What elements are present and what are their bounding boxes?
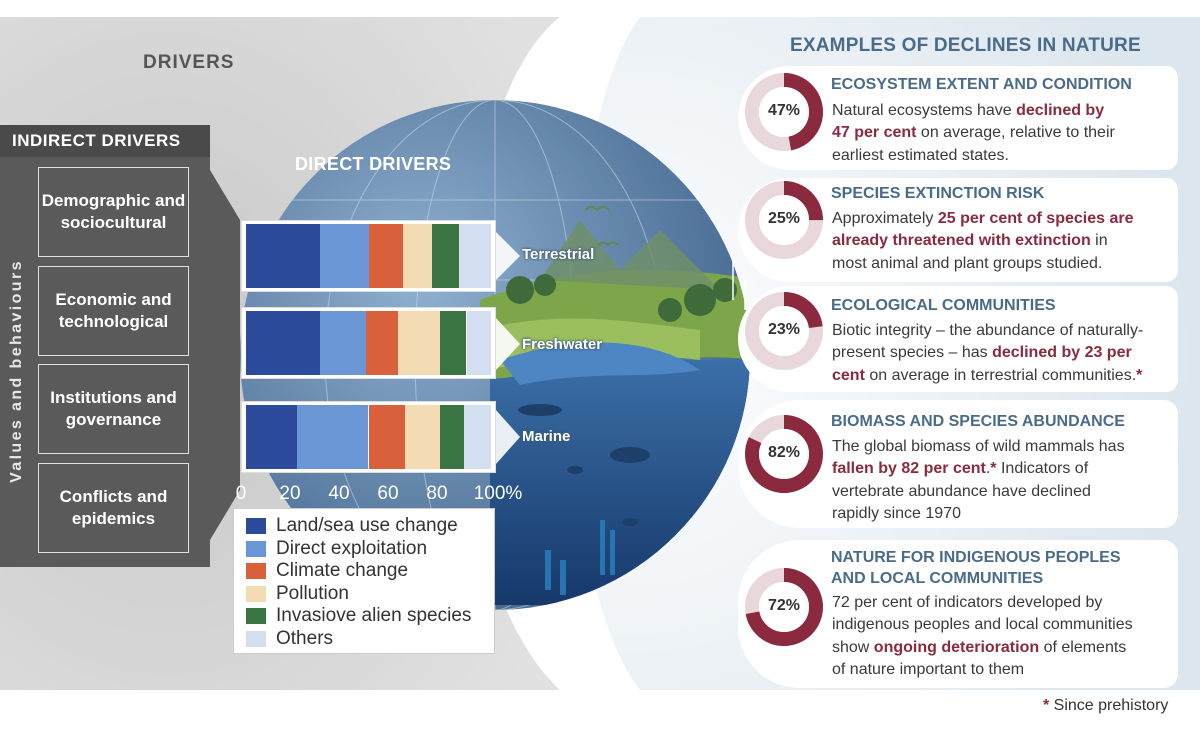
examples-title: EXAMPLES OF DECLINES IN NATURE [790,35,1141,56]
legend-swatch [246,540,266,557]
donut-value-arc [745,181,823,259]
legend-label: Climate change [276,560,409,582]
realm-label-freshwater: Freshwater [522,336,603,353]
x-tick-label: 40 [328,483,350,504]
donut-chart [745,415,823,493]
x-tick-label: 60 [377,483,399,504]
donut-percent-label: 25% [767,210,801,227]
donut-value-arc [745,568,823,646]
drivers-title: DRIVERS [143,52,235,73]
footnote: * Since prehistory [1043,697,1168,715]
bar-segment-freshwater-5 [466,311,491,375]
legend-swatch [246,518,266,534]
donut-percent-label: 23% [767,321,801,338]
indirect-drivers-header: INDIRECT DRIVERS [0,125,210,157]
legend-label: Others [276,628,334,649]
example-title: ECOLOGICAL COMMUNITIES [831,297,1056,314]
bar-segment-terrestrial-0 [246,224,320,288]
legend-label: Invasiove alien species [276,605,472,627]
bar-segment-terrestrial-2 [368,224,403,288]
donut-percent-label: 47% [767,102,801,119]
chart-legend: Land/sea use change Direct exploitation Cl… [233,508,495,654]
example-text: 72 per cent of indicators developed by in… [832,594,1133,679]
donut-percent-label: 82% [767,444,801,461]
donut-value-arc [745,292,823,370]
bar-segment-terrestrial-4 [432,224,460,288]
indirect-drivers-panel [0,157,210,567]
x-tick-label: 0 [235,483,247,504]
direct-drivers-title: DIRECT DRIVERS [295,154,452,174]
legend-item: Pollution [246,583,349,605]
indirect-driver-economic: Economic and technological [38,266,189,356]
bar-segment-freshwater-2 [366,311,398,375]
legend-label: Direct exploitation [276,537,428,559]
values-behaviours-label: Values and behaviours [8,259,25,483]
example-title: SPECIES EXTINCTION RISK [831,185,1045,202]
bar-segment-marine-5 [464,405,491,469]
x-tick-label: 80 [426,483,448,504]
bar-segment-freshwater-4 [439,311,467,375]
bar-segment-terrestrial-1 [319,224,369,288]
x-tick-label: 100% [473,483,523,504]
bar-segment-marine-0 [246,405,298,469]
example-text: The global biomass of wild mammals has fa… [832,438,1125,523]
bar-segment-terrestrial-5 [459,224,491,288]
indirect-driver-institutions: Institutions and governance [38,364,189,454]
example-text: Biotic integrity – the abundance of natu… [832,322,1144,384]
realm-label-terrestrial: Terrestrial [522,246,595,263]
donut-value-arc [745,415,823,493]
bar-segment-freshwater-0 [246,311,320,375]
legend-item: Others [246,628,333,650]
donut-chart [745,292,823,370]
legend-label: Land/sea use change [276,515,458,536]
example-text: Natural ecosystems have declined by 47 pe… [832,102,1115,164]
donut-hole [759,429,809,479]
donut-hole [759,306,809,356]
example-title: BIOMASS AND SPECIES ABUNDANCE [831,413,1125,430]
indirect-driver-demographic: Demographic and sociocultural [38,167,189,257]
legend-swatch [246,585,266,602]
legend-swatch [246,631,266,647]
example-title: ECOSYSTEM EXTENT AND CONDITION [831,76,1132,93]
donut-percent-label: 72% [767,597,801,614]
legend-item: Land/sea use change [246,515,458,537]
legend-swatch [246,608,266,625]
legend-item: Invasiove alien species [246,605,471,627]
donut-chart [745,568,823,646]
example-title: NATURE FOR INDIGENOUS PEOPLES AND LOCAL C… [831,549,1121,587]
bar-segment-freshwater-3 [397,311,440,375]
footnote-star: * [1043,697,1050,714]
bar-segment-terrestrial-3 [402,224,433,288]
donut-chart [745,73,823,151]
legend-swatch [246,563,266,580]
bar-segment-marine-3 [405,405,440,469]
x-tick-label: 20 [279,483,301,504]
bar-segment-freshwater-1 [319,311,367,375]
bar-segment-marine-2 [368,405,406,469]
example-text: Approximately 25 per cent of species are… [832,210,1134,272]
donut-chart [745,181,823,259]
indirect-driver-conflicts: Conflicts and epidemics [38,463,189,553]
legend-item: Direct exploitation [246,538,427,560]
footnote-text: Since prehistory [1049,697,1169,714]
realm-label-marine: Marine [522,428,571,445]
bar-segment-marine-4 [439,405,465,469]
legend-item: Climate change [246,560,408,582]
legend-label: Pollution [276,582,349,604]
donut-hole [759,582,809,632]
donut-value-arc [745,73,823,151]
donut-hole [759,195,809,245]
donut-hole [759,87,809,137]
bar-segment-marine-1 [297,405,369,469]
